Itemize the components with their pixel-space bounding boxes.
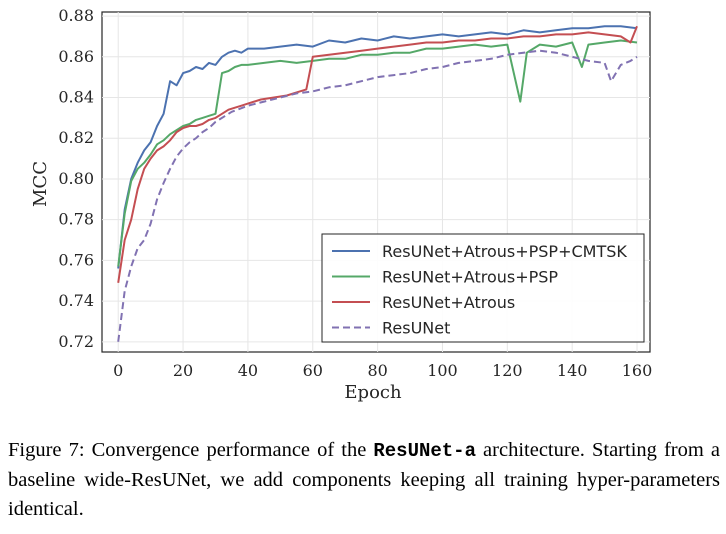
legend-label: ResUNet (382, 319, 450, 338)
y-tick-label: 0.88 (58, 6, 94, 25)
y-tick-label: 0.76 (58, 250, 94, 269)
legend-label: ResUNet+Atrous (382, 293, 515, 312)
caption-prefix: Figure 7: Convergence performance of the (8, 439, 374, 461)
x-tick-label: 160 (622, 361, 653, 380)
y-tick-label: 0.86 (58, 47, 94, 66)
x-tick-label: 140 (557, 361, 588, 380)
x-tick-label: 80 (367, 361, 387, 380)
x-axis-label: Epoch (344, 382, 402, 403)
y-tick-label: 0.74 (58, 291, 94, 310)
legend-box (321, 233, 645, 343)
series-line-3 (117, 49, 638, 342)
y-tick-label: 0.72 (58, 332, 94, 351)
x-tick-label: 120 (492, 361, 523, 380)
caption-code: ResUNet-a (373, 440, 476, 462)
y-axis-ticks: 0.72 0.74 0.76 0.78 0.80 0.82 0.84 0.86 0.88 (58, 6, 94, 351)
x-tick-label: 20 (173, 361, 193, 380)
x-tick-label: 40 (238, 361, 258, 380)
y-tick-label: 0.82 (58, 128, 94, 147)
legend-label: ResUNet+Atrous+PSP+CMTSK (382, 242, 627, 261)
series-line-1 (117, 39, 638, 267)
x-tick-label: 60 (303, 361, 323, 380)
x-axis-ticks: 0 20 40 60 80 100 120 140 160 (113, 361, 652, 380)
y-axis-label: MCC (30, 161, 51, 207)
series-lines (117, 25, 638, 342)
y-tick-label: 0.80 (58, 169, 94, 188)
series-line-0 (117, 25, 638, 269)
x-tick-label: 0 (113, 361, 123, 380)
convergence-chart: 0 20 40 60 80 100 120 140 160 0.720.740.760.780.… (30, 6, 652, 403)
x-tick-label: 100 (427, 361, 458, 380)
y-tick-label: 0.84 (58, 88, 94, 107)
chart-figure: 0 20 40 60 80 100 120 140 160 0.72 0.74 0.76 0.78 0.… (30, 6, 652, 403)
figure-caption: Figure 7: Convergence performance of the… (8, 436, 720, 524)
y-tick-label: 0.78 (58, 210, 94, 229)
legend-label: ResUNet+Atrous+PSP (382, 268, 558, 287)
legend: ResUNet+Atrous+PSP+CMTSK ResUNet+Atrous+P… (321, 233, 645, 343)
caption-suffix: architecture. Starting from a baseline w… (8, 439, 720, 520)
